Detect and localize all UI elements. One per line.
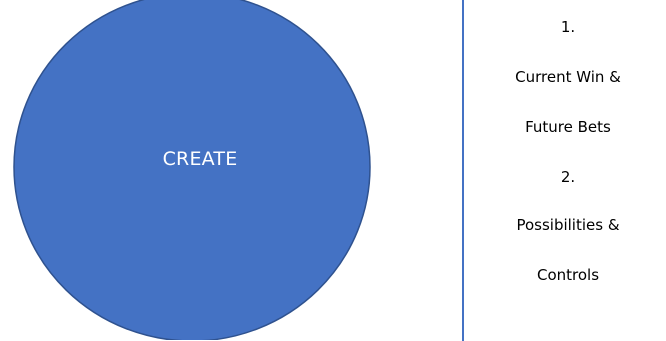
create-circle: CREATE: [13, 0, 371, 340]
steps-textbox: 1. Current Win & Future Bets 2. Possibil…: [462, 0, 666, 341]
step-2-number: 2.: [560, 168, 576, 186]
step-2-title-line-1: Possibilities &: [516, 216, 620, 234]
step-1-number: 1.: [560, 18, 576, 36]
step-2-title-line-2: Controls: [536, 266, 600, 284]
step-1-title-line-1: Current Win &: [515, 68, 621, 86]
circle-shape: [13, 0, 371, 340]
circle-label: CREATE: [162, 148, 238, 170]
step-1-title-line-2: Future Bets: [525, 118, 611, 136]
